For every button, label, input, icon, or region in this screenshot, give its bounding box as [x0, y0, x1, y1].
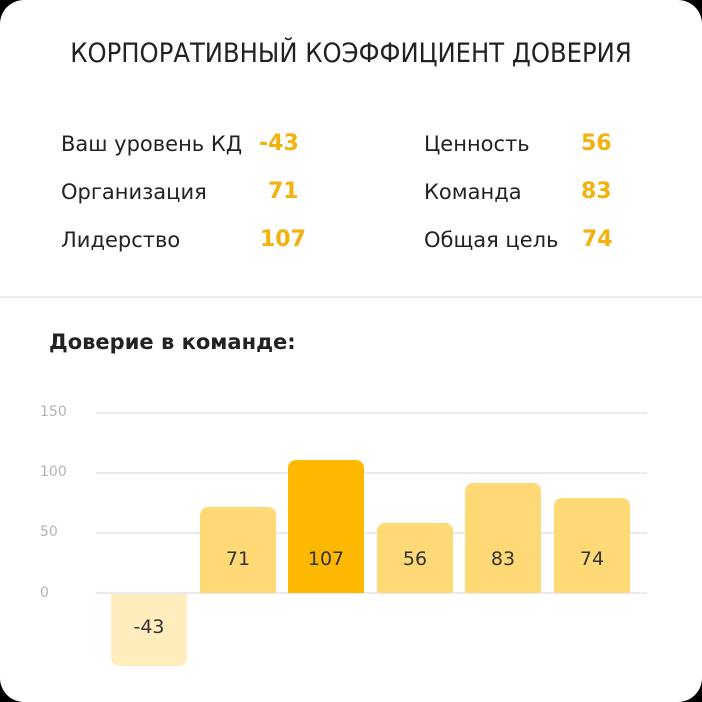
bar-value-label: 107: [307, 548, 345, 570]
metric-label-leadership: Лидерство: [61, 228, 181, 252]
grid-line-0: [96, 592, 647, 594]
bar-leadership: 107: [288, 460, 364, 593]
chart-title: Доверие в команде:: [49, 330, 296, 354]
y-tick-100: 100: [40, 464, 67, 480]
metric-value-organization: 71: [268, 179, 299, 204]
metric-value-leadership: 107: [260, 227, 306, 252]
y-tick-150: 150: [40, 404, 67, 420]
metric-value-your-level: -43: [259, 131, 299, 156]
grid-line-100: [96, 472, 647, 474]
bar-team: 83: [465, 483, 541, 593]
metric-label-team: Команда: [424, 180, 522, 204]
page-title: КОРПОРАТИВНЫЙ КОЭФФИЦИЕНТ ДОВЕРИЯ: [70, 38, 632, 69]
bar-common-goal: 74: [554, 498, 630, 593]
bar-organization: 71: [200, 507, 276, 593]
y-tick-50: 50: [40, 524, 58, 540]
bar-value-label: 83: [490, 548, 516, 570]
metric-label-value: Ценность: [424, 132, 530, 156]
bar-value: 56: [377, 523, 453, 593]
bar-value-label: 71: [225, 548, 251, 570]
bar-your-level: -43: [111, 594, 187, 666]
metric-label-your-level: Ваш уровень КД: [61, 132, 243, 156]
bar-value-label: 74: [579, 548, 605, 570]
metric-label-common-goal: Общая цель: [424, 228, 559, 252]
y-tick-0: 0: [40, 585, 49, 601]
bar-value-label: -43: [133, 616, 165, 638]
metric-value-common-goal: 74: [582, 227, 613, 252]
bar-value-label: 56: [402, 548, 428, 570]
metric-label-organization: Организация: [61, 180, 207, 204]
grid-line-50: [96, 532, 647, 534]
grid-line-150: [96, 412, 647, 414]
metric-value-team: 83: [581, 179, 612, 204]
metric-value-value: 56: [581, 131, 612, 156]
section-divider: [0, 296, 702, 298]
